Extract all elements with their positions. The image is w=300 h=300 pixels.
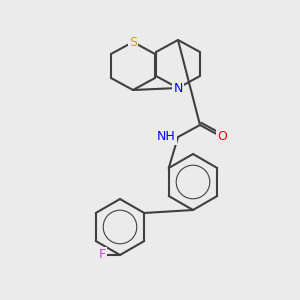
Text: S: S bbox=[129, 35, 137, 49]
Text: NH: NH bbox=[157, 130, 176, 143]
Text: O: O bbox=[217, 130, 227, 143]
Text: N: N bbox=[173, 82, 183, 94]
Text: F: F bbox=[98, 248, 106, 262]
